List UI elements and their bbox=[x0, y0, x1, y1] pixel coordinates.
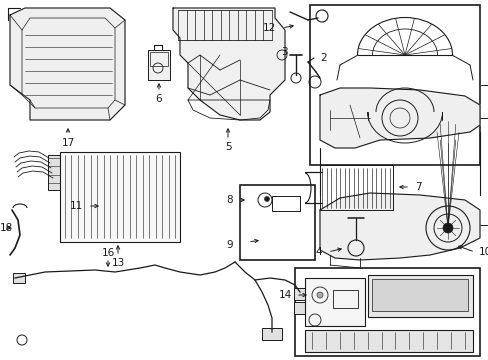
Text: 12: 12 bbox=[262, 23, 275, 33]
Bar bbox=[104, 196, 141, 212]
Text: 15: 15 bbox=[486, 80, 488, 90]
Text: 4: 4 bbox=[315, 247, 321, 257]
Bar bbox=[371, 279, 467, 311]
Bar bbox=[13, 273, 25, 283]
Text: 8: 8 bbox=[226, 195, 232, 205]
Text: 18: 18 bbox=[0, 223, 13, 233]
Text: 2: 2 bbox=[319, 53, 326, 63]
Circle shape bbox=[442, 223, 452, 233]
Bar bbox=[294, 268, 479, 356]
Text: 10: 10 bbox=[478, 247, 488, 257]
Text: 3: 3 bbox=[281, 47, 287, 57]
Bar bbox=[240, 185, 314, 260]
Bar bbox=[293, 302, 311, 314]
Polygon shape bbox=[319, 193, 479, 260]
Circle shape bbox=[264, 197, 269, 202]
Text: 13: 13 bbox=[111, 258, 124, 268]
Bar bbox=[309, 5, 479, 165]
Text: 14: 14 bbox=[278, 290, 291, 300]
Text: 9: 9 bbox=[226, 240, 232, 250]
Text: 17: 17 bbox=[61, 138, 75, 148]
Bar bbox=[262, 328, 282, 340]
Bar bbox=[305, 278, 364, 326]
Bar bbox=[332, 290, 357, 308]
Bar bbox=[48, 155, 60, 190]
Bar bbox=[148, 50, 170, 80]
Circle shape bbox=[316, 292, 323, 298]
Polygon shape bbox=[173, 8, 285, 120]
Bar bbox=[60, 152, 180, 242]
Bar bbox=[271, 196, 299, 211]
Bar bbox=[305, 330, 472, 352]
Text: 5: 5 bbox=[224, 142, 231, 152]
Bar bbox=[293, 288, 311, 300]
Bar bbox=[100, 192, 145, 220]
Bar bbox=[367, 275, 472, 317]
Text: 11: 11 bbox=[70, 201, 83, 211]
Text: 7: 7 bbox=[414, 182, 421, 192]
Polygon shape bbox=[10, 8, 125, 120]
Text: 16: 16 bbox=[101, 248, 114, 258]
Text: 6: 6 bbox=[155, 94, 162, 104]
Polygon shape bbox=[319, 88, 479, 148]
Bar bbox=[150, 52, 168, 66]
